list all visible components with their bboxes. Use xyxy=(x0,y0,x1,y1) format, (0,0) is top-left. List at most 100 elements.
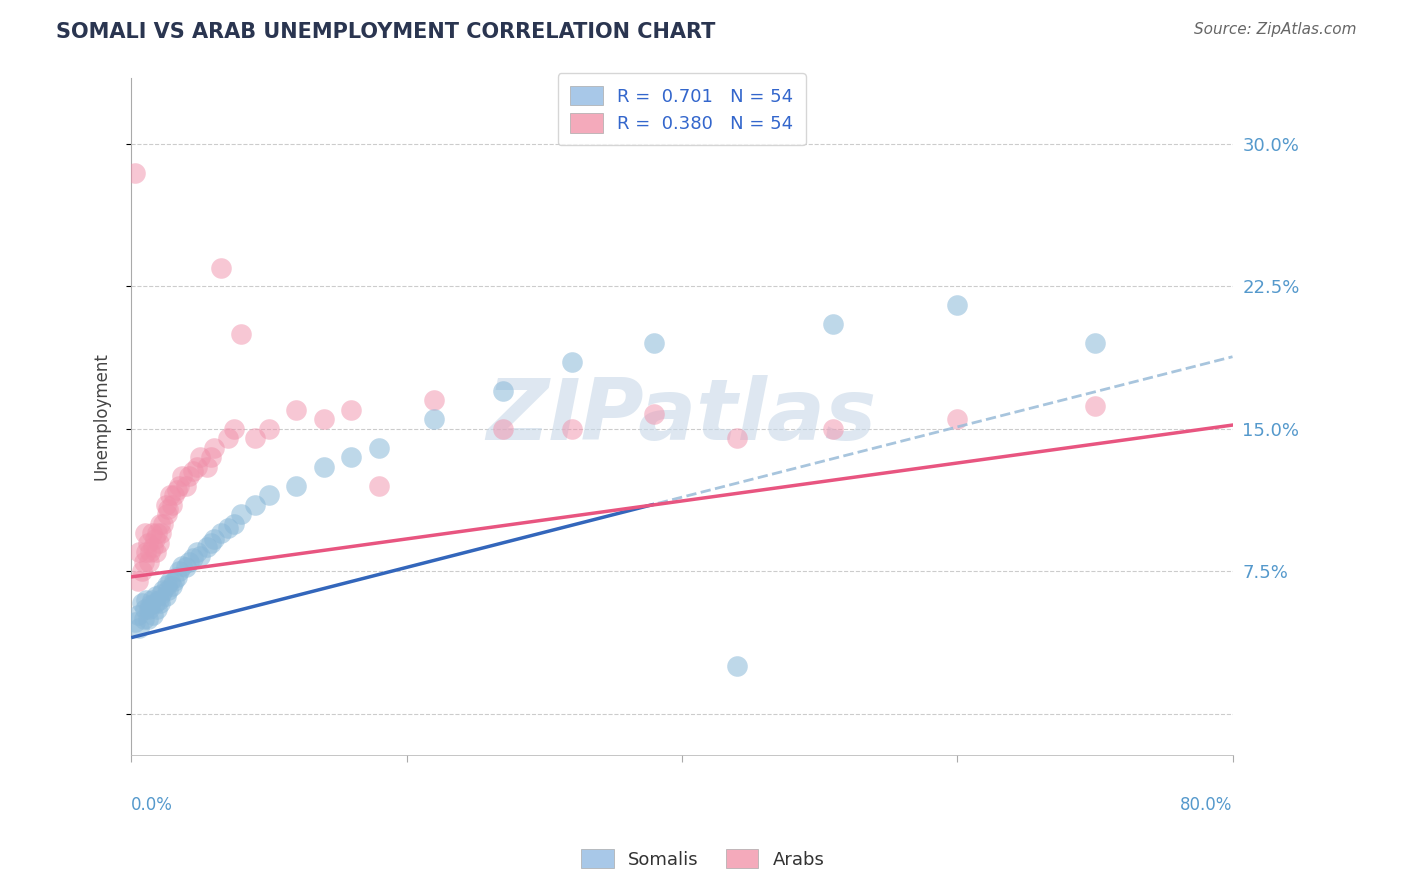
Y-axis label: Unemployment: Unemployment xyxy=(93,352,110,481)
Point xyxy=(200,535,222,549)
Point xyxy=(134,526,156,541)
Point xyxy=(312,459,335,474)
Point xyxy=(823,318,845,332)
Point xyxy=(156,508,179,522)
Point xyxy=(492,384,515,398)
Point xyxy=(159,488,181,502)
Point xyxy=(224,422,246,436)
Point xyxy=(243,498,266,512)
Point xyxy=(157,501,180,516)
Point xyxy=(155,589,177,603)
Point xyxy=(145,545,167,559)
Point xyxy=(142,540,165,554)
Point xyxy=(149,597,172,611)
Point xyxy=(202,532,225,546)
Point xyxy=(368,441,391,455)
Point xyxy=(643,336,665,351)
Point xyxy=(132,612,155,626)
Point xyxy=(138,602,160,616)
Point xyxy=(166,570,188,584)
Point xyxy=(209,526,232,541)
Point xyxy=(141,592,163,607)
Point xyxy=(131,564,153,578)
Point xyxy=(195,459,218,474)
Point xyxy=(423,393,446,408)
Point xyxy=(149,516,172,531)
Point xyxy=(257,488,280,502)
Point xyxy=(285,403,308,417)
Point xyxy=(169,564,191,578)
Point xyxy=(146,602,169,616)
Point xyxy=(166,483,188,497)
Point xyxy=(174,560,197,574)
Legend: R =  0.701   N = 54, R =  0.380   N = 54: R = 0.701 N = 54, R = 0.380 N = 54 xyxy=(558,73,806,145)
Point xyxy=(1084,399,1107,413)
Point xyxy=(217,431,239,445)
Point xyxy=(340,403,363,417)
Text: ZIPatlas: ZIPatlas xyxy=(486,375,877,458)
Text: Source: ZipAtlas.com: Source: ZipAtlas.com xyxy=(1194,22,1357,37)
Point xyxy=(162,498,184,512)
Point xyxy=(152,516,174,531)
Point xyxy=(946,412,969,426)
Point xyxy=(139,599,162,613)
Point xyxy=(155,498,177,512)
Point xyxy=(177,469,200,483)
Point xyxy=(243,431,266,445)
Point xyxy=(142,607,165,622)
Point xyxy=(823,422,845,436)
Point xyxy=(135,592,157,607)
Point xyxy=(128,545,150,559)
Point xyxy=(163,574,186,588)
Point xyxy=(312,412,335,426)
Point xyxy=(146,526,169,541)
Point xyxy=(285,479,308,493)
Point xyxy=(195,540,218,554)
Point xyxy=(174,479,197,493)
Point xyxy=(340,450,363,465)
Point xyxy=(1084,336,1107,351)
Point xyxy=(231,326,253,341)
Point xyxy=(169,479,191,493)
Point xyxy=(148,592,170,607)
Point xyxy=(134,602,156,616)
Point xyxy=(217,520,239,534)
Point xyxy=(177,555,200,569)
Point xyxy=(124,165,146,179)
Point xyxy=(124,615,146,630)
Text: 0.0%: 0.0% xyxy=(131,796,173,814)
Point xyxy=(127,574,149,588)
Point xyxy=(188,450,211,465)
Legend: Somalis, Arabs: Somalis, Arabs xyxy=(574,842,832,876)
Point xyxy=(209,260,232,275)
Point xyxy=(725,431,748,445)
Point xyxy=(127,607,149,622)
Point xyxy=(423,412,446,426)
Point xyxy=(561,355,583,369)
Text: SOMALI VS ARAB UNEMPLOYMENT CORRELATION CHART: SOMALI VS ARAB UNEMPLOYMENT CORRELATION … xyxy=(56,22,716,42)
Point xyxy=(162,579,184,593)
Point xyxy=(257,422,280,436)
Point xyxy=(136,612,159,626)
Point xyxy=(132,555,155,569)
Point xyxy=(143,532,166,546)
Point xyxy=(157,583,180,598)
Point xyxy=(181,464,204,478)
Point xyxy=(492,422,515,436)
Point xyxy=(131,597,153,611)
Point xyxy=(200,450,222,465)
Point xyxy=(143,597,166,611)
Point xyxy=(148,535,170,549)
Point xyxy=(186,459,208,474)
Point xyxy=(136,535,159,549)
Point xyxy=(946,298,969,312)
Point xyxy=(150,526,173,541)
Point xyxy=(159,574,181,588)
Point xyxy=(172,558,194,573)
Text: 80.0%: 80.0% xyxy=(1180,796,1233,814)
Point xyxy=(172,469,194,483)
Point xyxy=(141,526,163,541)
Point xyxy=(145,589,167,603)
Point xyxy=(139,545,162,559)
Point xyxy=(202,441,225,455)
